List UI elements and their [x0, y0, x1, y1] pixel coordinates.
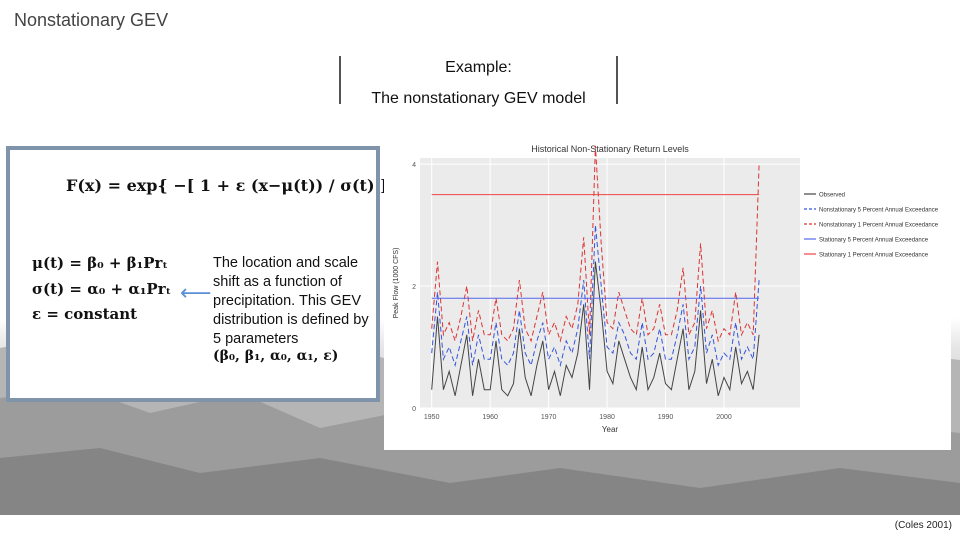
- x-tick-label: 1960: [482, 414, 498, 421]
- legend-entry-4: Stationary 5 Percent Annual Exceedance: [819, 238, 929, 244]
- mu-equation: μ(t) = β₀ + β₁Prₜ: [32, 254, 168, 272]
- x-tick-label: 1980: [599, 414, 615, 421]
- model-parameters: (β₀, β₁, α₀, α₁, ε): [213, 348, 339, 364]
- sigma-equation: σ(t) = α₀ + α₁Prₜ: [32, 280, 172, 298]
- chart-title: Historical Non-Stationary Return Levels: [531, 144, 689, 154]
- y-tick-label: 0: [412, 406, 416, 413]
- example-subtitle: The nonstationary GEV model: [371, 90, 586, 107]
- epsilon-equation: ε = constant: [32, 305, 138, 323]
- x-tick-label: 1970: [541, 414, 557, 421]
- slide-title: Nonstationary GEV: [14, 10, 169, 30]
- x-tick-label: 1990: [658, 414, 674, 421]
- y-tick-label: 2: [412, 284, 416, 291]
- x-tick-label: 2000: [716, 414, 732, 421]
- series-line-3: [431, 145, 760, 343]
- example-label: Example:: [445, 59, 512, 76]
- model-description: The location and scale shift as a functi…: [213, 255, 369, 347]
- gev-main-formula: F(x) = exp{ −[ 1 + ε (x−μ(t)) / σ(t) ]^(…: [66, 176, 473, 195]
- return-levels-chart: Historical Non-Stationary Return Levels 1…: [384, 136, 951, 450]
- legend-entry-5: Stationary 1 Percent Annual Exceedance: [819, 253, 929, 259]
- citation: (Coles 2001): [894, 520, 952, 531]
- series-line-1: [431, 261, 760, 397]
- legend-entry-2: Nonstationary 5 Percent Annual Exceedanc…: [819, 208, 939, 214]
- example-heading-box: Example: The nonstationary GEV model: [339, 56, 618, 107]
- legend-entry-1: Observed: [819, 193, 845, 199]
- legend-entry-3: Nonstationary 1 Percent Annual Exceedanc…: [819, 223, 939, 229]
- series-line-2: [431, 225, 760, 368]
- plot-background: [420, 158, 800, 408]
- chart-svg: Historical Non-Stationary Return Levels 1…: [393, 144, 939, 434]
- y-tick-label: 4: [412, 162, 416, 169]
- left-arrow-icon: ⟵: [180, 280, 212, 305]
- x-axis-label: Year: [602, 425, 619, 434]
- formula-panel: F(x) = exp{ −[ 1 + ε (x−μ(t)) / σ(t) ]^(…: [6, 146, 472, 402]
- y-axis-label: Peak Flow (1000 CFS): [393, 248, 400, 319]
- x-tick-label: 1950: [424, 414, 440, 421]
